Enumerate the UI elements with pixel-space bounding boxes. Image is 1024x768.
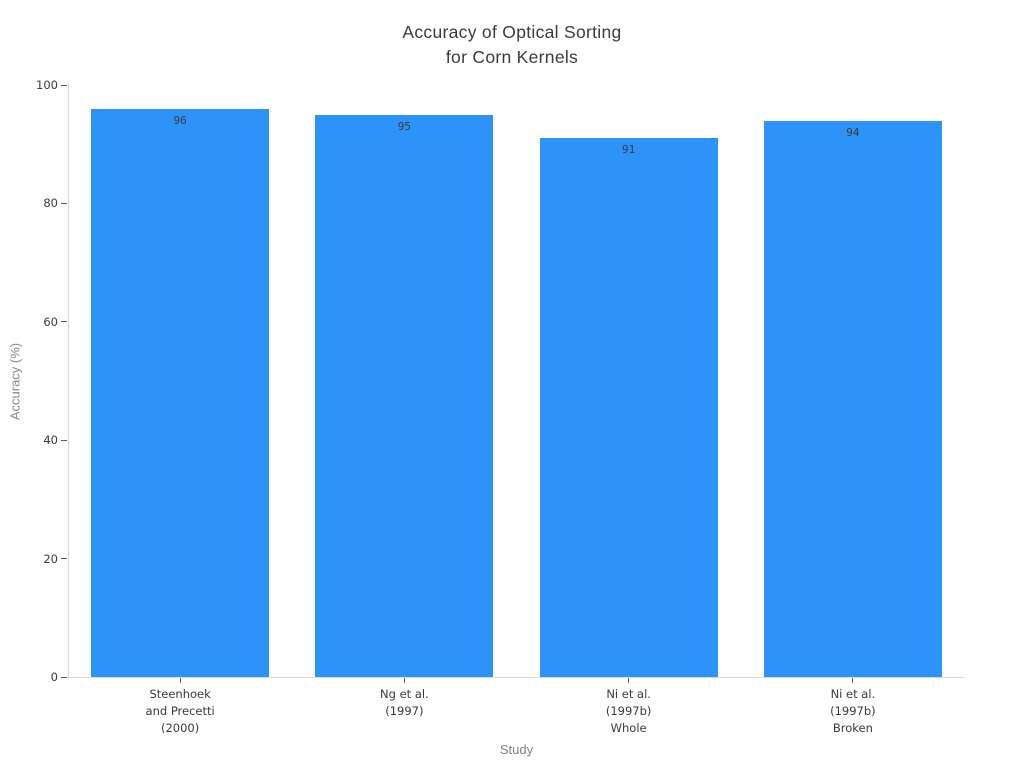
x-tick-mark — [852, 678, 854, 683]
y-axis-line — [68, 84, 69, 677]
plot-area: 0 20 40 60 80 100 96 95 91 94 Steenhoek and Prec… — [36, 79, 965, 735]
y-tick-mark — [61, 202, 67, 204]
x-tick-label: Steenhoek and Precetti (2000) — [145, 687, 215, 735]
bar-value-label: 95 — [397, 119, 411, 133]
bar — [763, 120, 942, 677]
bar-value-label: 91 — [622, 143, 636, 157]
y-tick-label: 100 — [36, 78, 58, 92]
y-tick-mark — [61, 321, 67, 323]
bar-value-label: 96 — [173, 113, 187, 127]
x-tick-mark — [403, 678, 405, 683]
y-tick-label: 0 — [50, 670, 58, 684]
y-tick-label: 80 — [43, 196, 58, 211]
y-axis-title: Accuracy (%) — [7, 342, 23, 421]
y-tick-mark — [61, 558, 67, 560]
y-tick-label: 60 — [43, 314, 58, 329]
x-tick-label: Ni et al. (1997b) Broken — [830, 687, 876, 735]
bar — [91, 108, 270, 677]
bar — [539, 138, 718, 677]
x-axis-line — [68, 677, 965, 678]
chart-title: Accuracy of Optical Sorting for Corn Ker… — [402, 22, 622, 67]
bar-value-label: 94 — [846, 125, 860, 139]
x-tick-label: Ni et al. (1997b) Whole — [605, 687, 652, 735]
y-tick-label: 40 — [43, 433, 58, 448]
y-tick-mark — [61, 439, 67, 441]
x-axis-title: Study — [499, 742, 534, 757]
y-tick-mark — [61, 84, 67, 86]
y-tick-label: 20 — [43, 551, 58, 566]
y-tick-mark — [61, 676, 67, 678]
x-tick-label: Ng et al. (1997) — [380, 687, 429, 718]
x-tick-mark — [179, 678, 181, 683]
bar — [315, 114, 494, 677]
x-tick-mark — [628, 678, 630, 683]
